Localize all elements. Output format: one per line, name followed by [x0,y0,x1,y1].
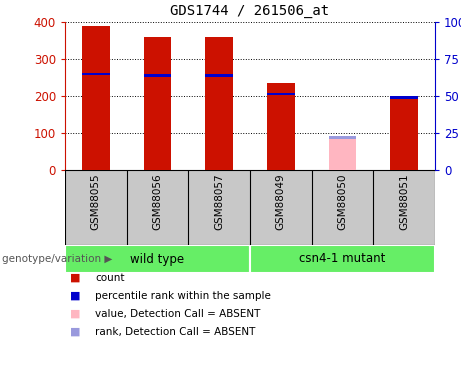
Bar [205,37,233,170]
Text: value, Detection Call = ABSENT: value, Detection Call = ABSENT [95,309,260,319]
Text: GSM88055: GSM88055 [91,174,101,230]
Bar [267,93,295,96]
Text: wild type: wild type [130,252,184,266]
Text: ■: ■ [70,291,80,301]
Title: GDS1744 / 261506_at: GDS1744 / 261506_at [171,4,330,18]
Bar [267,83,295,170]
Bar [390,98,418,170]
Bar [144,74,171,77]
Bar [329,136,356,139]
Text: ■: ■ [70,309,80,319]
Bar [250,245,435,273]
Text: count: count [95,273,124,283]
Bar [65,245,250,273]
Text: GSM88049: GSM88049 [276,174,286,230]
Text: GSM88056: GSM88056 [153,174,162,230]
Text: rank, Detection Call = ABSENT: rank, Detection Call = ABSENT [95,327,255,337]
Text: ■: ■ [70,273,80,283]
Bar [390,96,418,99]
Bar [144,37,171,170]
Bar [329,137,356,170]
Text: ■: ■ [70,327,80,337]
Text: genotype/variation ▶: genotype/variation ▶ [2,254,112,264]
Text: GSM88051: GSM88051 [399,174,409,230]
Text: percentile rank within the sample: percentile rank within the sample [95,291,271,301]
Bar [205,74,233,77]
Bar [82,72,110,75]
Text: GSM88050: GSM88050 [337,174,348,230]
Text: GSM88057: GSM88057 [214,174,224,230]
Text: csn4-1 mutant: csn4-1 mutant [299,252,386,266]
Bar [82,26,110,170]
